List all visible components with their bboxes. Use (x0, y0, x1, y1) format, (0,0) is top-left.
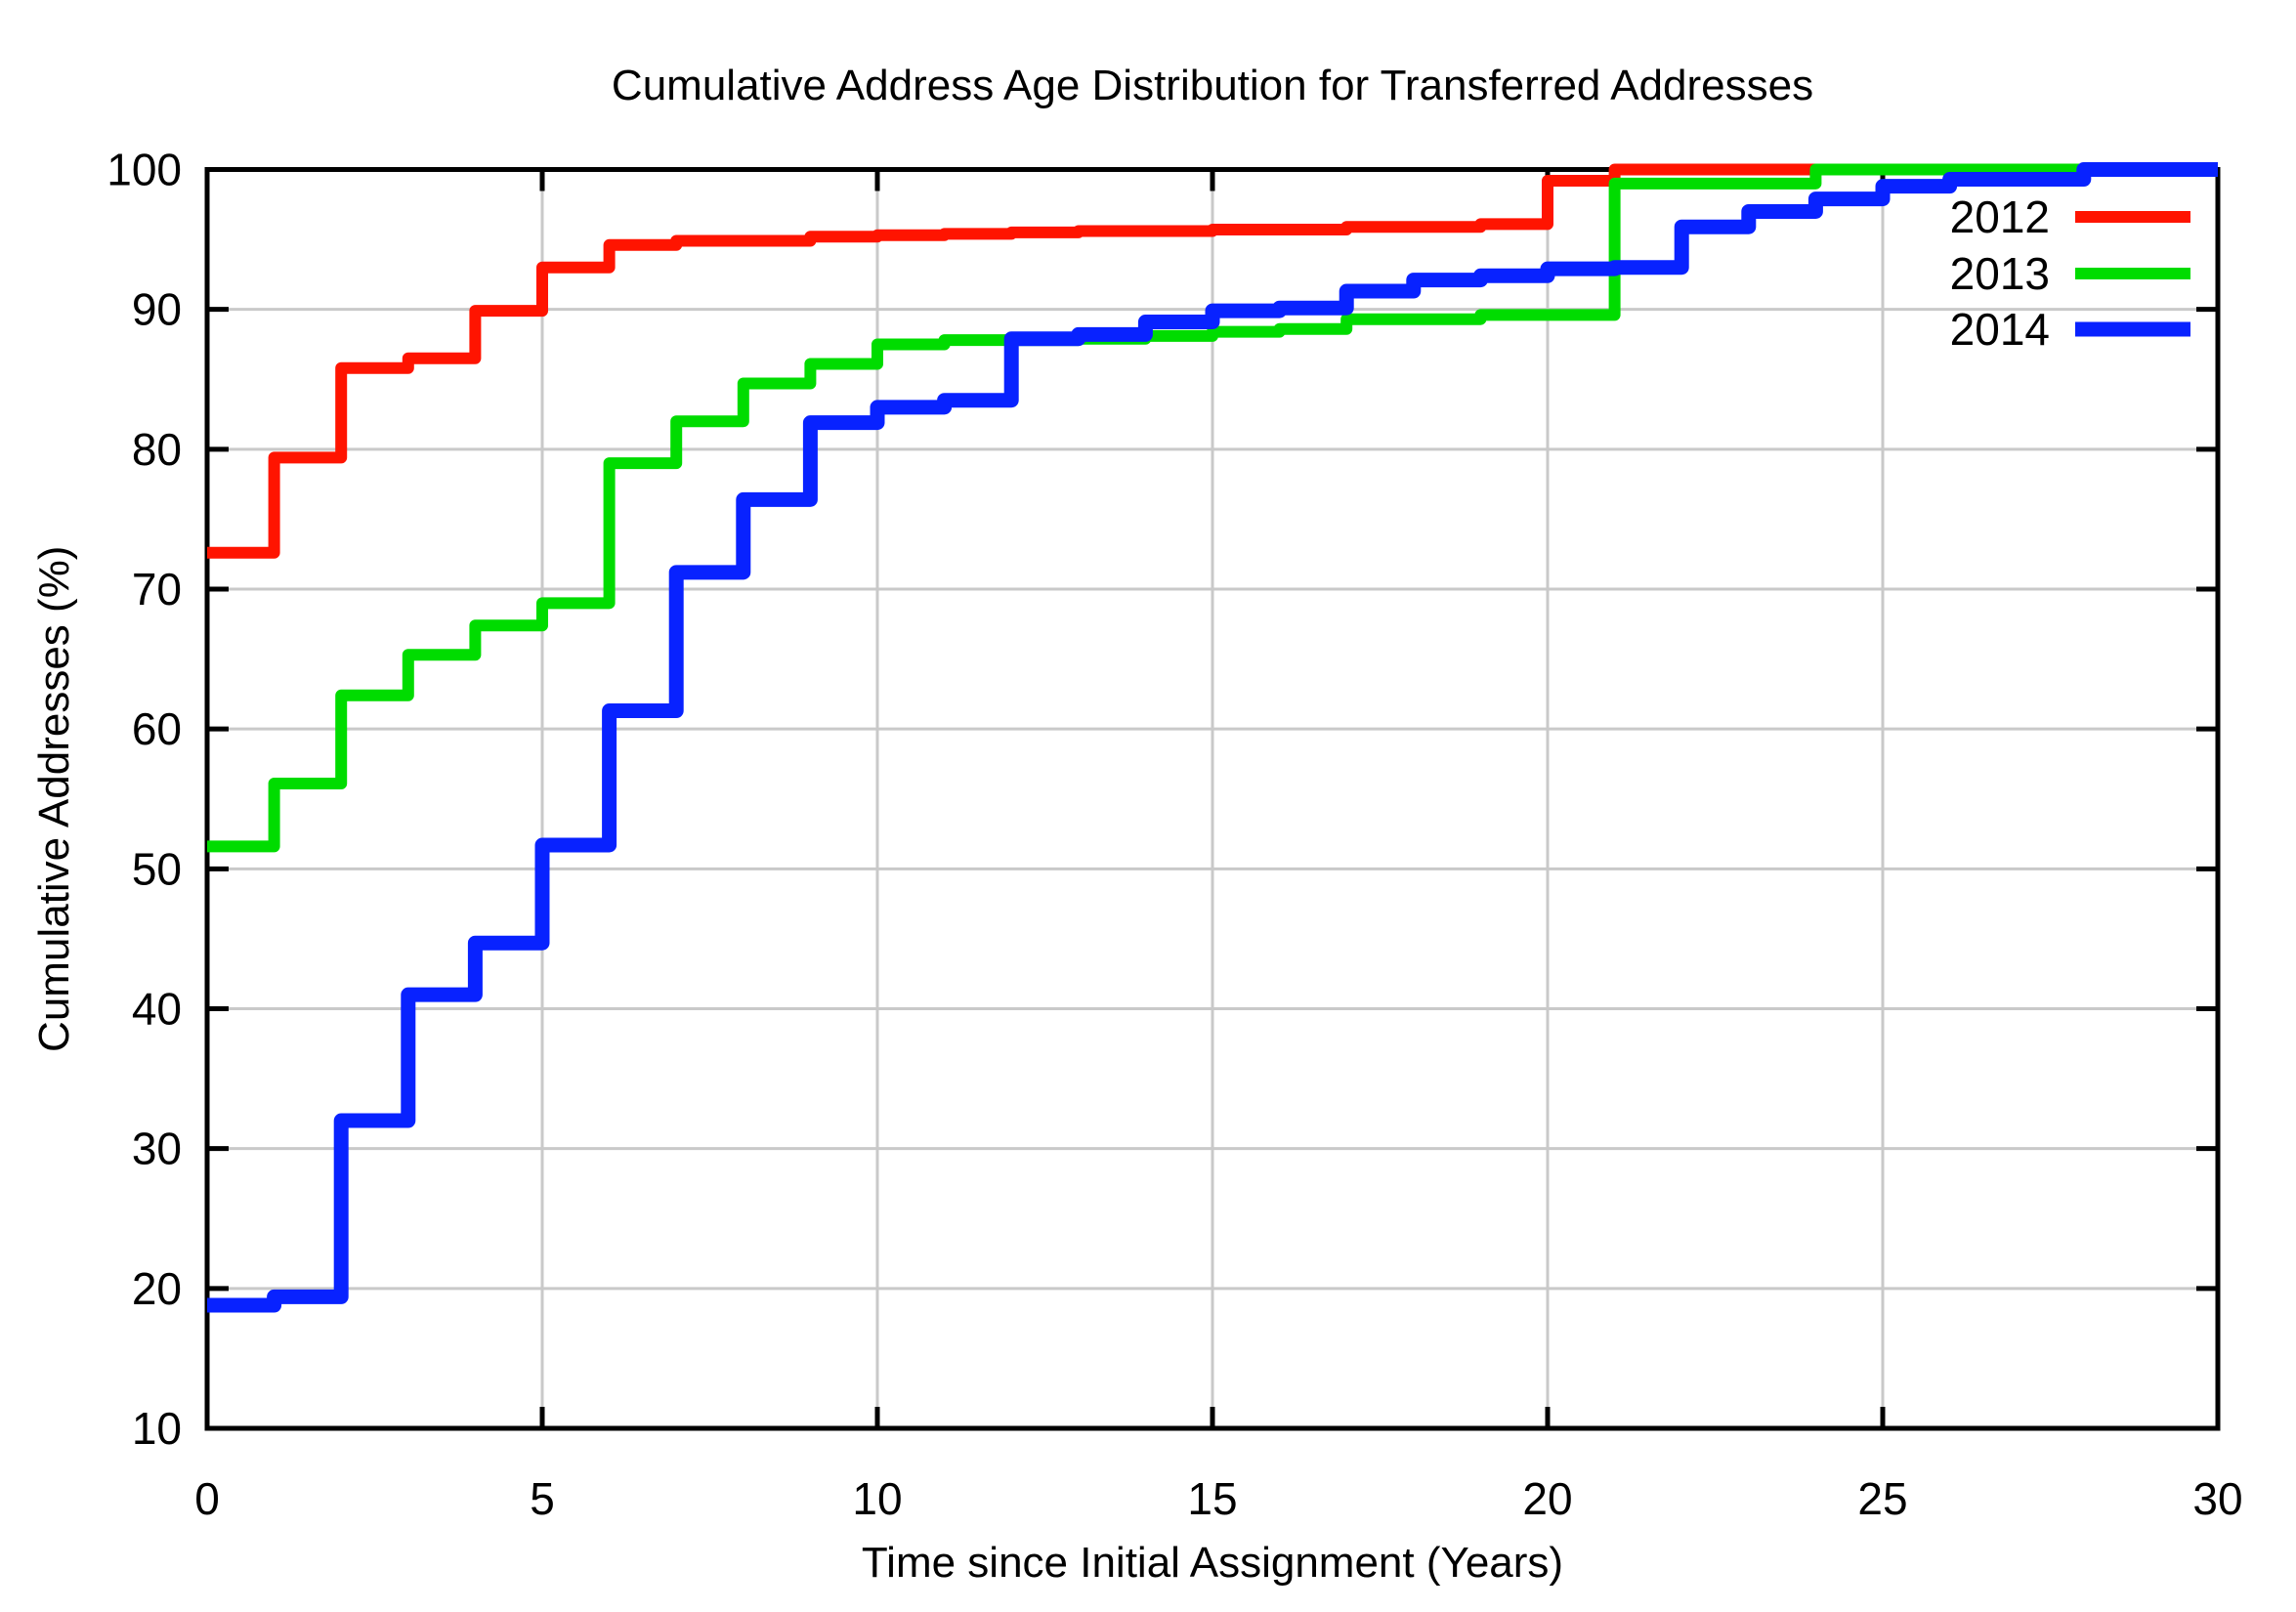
y-tick-label: 50 (132, 843, 182, 894)
series-2012-line (207, 163, 2218, 559)
x-tick-label: 15 (1187, 1473, 1237, 1524)
y-tick-label: 60 (132, 703, 182, 754)
legend-label-2013: 2013 (1950, 248, 2050, 299)
x-tick-label: 20 (1522, 1473, 1572, 1524)
grid-lines (207, 169, 2218, 1428)
chart-title: Cumulative Address Age Distribution for … (612, 62, 1813, 109)
legend-label-2012: 2012 (1950, 191, 2050, 242)
series-2014-line (207, 162, 2218, 1313)
y-tick-label: 80 (132, 424, 182, 475)
x-tick-label: 30 (2192, 1473, 2242, 1524)
x-tick-label: 10 (852, 1473, 902, 1524)
tick-marks (204, 167, 2221, 1431)
x-tick-label: 5 (530, 1473, 555, 1524)
y-tick-label: 20 (132, 1263, 182, 1314)
y-tick-label: 100 (106, 145, 182, 195)
x-axis-label: Time since Initial Assignment (Years) (862, 1539, 1563, 1587)
y-tick-label: 10 (132, 1403, 182, 1454)
x-tick-label: 25 (1857, 1473, 1907, 1524)
x-tick-label: 0 (194, 1473, 220, 1524)
y-tick-label: 90 (132, 284, 182, 335)
y-tick-label: 70 (132, 564, 182, 615)
y-tick-label: 30 (132, 1124, 182, 1174)
axis-tick-labels: 0 5 10 15 20 25 30 10 20 30 40 50 60 70 80 90 100 (106, 145, 2242, 1525)
legend-label-2014: 2014 (1950, 304, 2050, 355)
y-axis-label: Cumulative Addresses (%) (30, 546, 78, 1052)
series-lines (207, 162, 2218, 1313)
y-tick-label: 40 (132, 984, 182, 1035)
